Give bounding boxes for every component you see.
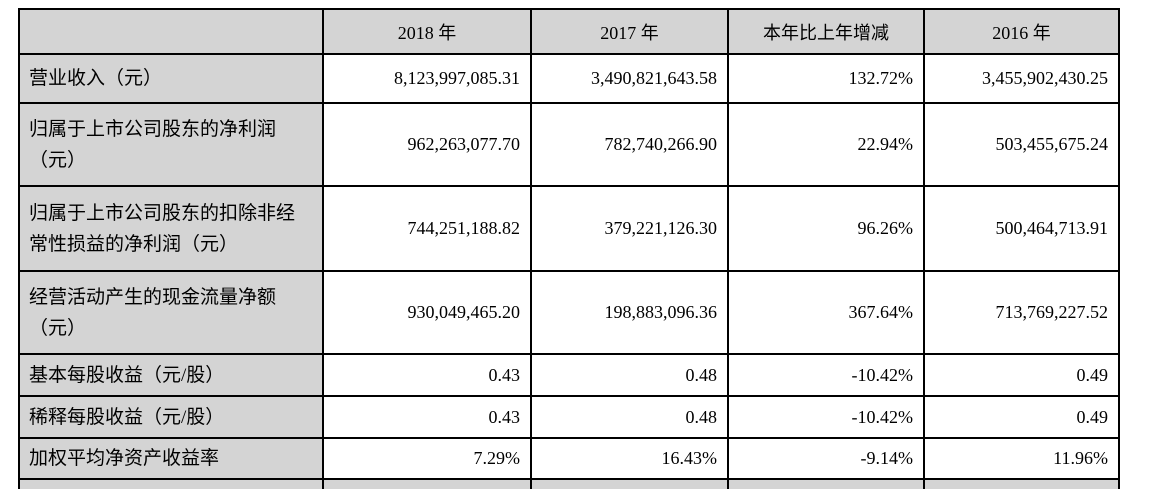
row-label: 归属于上市公司股东的扣除非经 常性损益的净利润（元） <box>18 185 324 272</box>
value-cell: 500,464,713.91 <box>923 185 1120 272</box>
partial-header-cell <box>18 478 324 489</box>
value-cell: 930,049,465.20 <box>322 270 532 355</box>
value-cell: 11.96% <box>923 437 1120 480</box>
value-cell: 379,221,126.30 <box>530 185 729 272</box>
value-cell: 3,455,902,430.25 <box>923 53 1120 104</box>
row-label: 营业收入（元） <box>18 53 324 104</box>
value-cell: 713,769,227.52 <box>923 270 1120 355</box>
row-label: 稀释每股收益（元/股） <box>18 395 324 439</box>
value-cell: 96.26% <box>727 185 925 272</box>
value-cell: 0.48 <box>530 395 729 439</box>
value-cell: 744,251,188.82 <box>322 185 532 272</box>
value-cell: 0.49 <box>923 395 1120 439</box>
column-header-2018: 2018 年 <box>322 8 532 55</box>
value-cell: 132.72% <box>727 53 925 104</box>
table-body: 营业收入（元） 8,123,997,085.31 3,490,821,643.58 1… <box>18 53 1120 489</box>
row-label: 归属于上市公司股东的净利润 （元） <box>18 102 324 187</box>
partial-next-header-row <box>18 478 1120 489</box>
column-header-yoy-change: 本年比上年增减 <box>727 8 925 55</box>
table-row: 经营活动产生的现金流量净额 （元） 930,049,465.20 198,883,0… <box>18 270 1120 355</box>
value-cell: 367.64% <box>727 270 925 355</box>
partial-header-cell <box>322 478 532 489</box>
row-label: 基本每股收益（元/股） <box>18 353 324 397</box>
header-empty-cell <box>18 8 324 55</box>
row-label: 加权平均净资产收益率 <box>18 437 324 480</box>
value-cell: 22.94% <box>727 102 925 187</box>
value-cell: 198,883,096.36 <box>530 270 729 355</box>
value-cell: 0.48 <box>530 353 729 397</box>
value-cell: 503,455,675.24 <box>923 102 1120 187</box>
row-label: 经营活动产生的现金流量净额 （元） <box>18 270 324 355</box>
value-cell: 962,263,077.70 <box>322 102 532 187</box>
value-cell: 0.43 <box>322 353 532 397</box>
value-cell: 16.43% <box>530 437 729 480</box>
value-cell: -10.42% <box>727 395 925 439</box>
value-cell: 0.49 <box>923 353 1120 397</box>
table-row: 归属于上市公司股东的净利润 （元） 962,263,077.70 782,740,2… <box>18 102 1120 187</box>
table-row: 归属于上市公司股东的扣除非经 常性损益的净利润（元） 744,251,188.82… <box>18 185 1120 272</box>
financial-summary-table: 2018 年 2017 年 本年比上年增减 2016 年 营业收入（元） 8,12… <box>18 8 1120 489</box>
value-cell: 3,490,821,643.58 <box>530 53 729 104</box>
table-row: 营业收入（元） 8,123,997,085.31 3,490,821,643.58 1… <box>18 53 1120 104</box>
value-cell: 7.29% <box>322 437 532 480</box>
table-row: 基本每股收益（元/股） 0.43 0.48 -10.42% 0.49 <box>18 353 1120 397</box>
value-cell: 0.43 <box>322 395 532 439</box>
partial-header-cell <box>727 478 925 489</box>
value-cell: -9.14% <box>727 437 925 480</box>
value-cell: -10.42% <box>727 353 925 397</box>
table-row: 加权平均净资产收益率 7.29% 16.43% -9.14% 11.96% <box>18 437 1120 480</box>
partial-header-cell <box>923 478 1120 489</box>
partial-header-cell <box>530 478 729 489</box>
value-cell: 782,740,266.90 <box>530 102 729 187</box>
column-header-2016: 2016 年 <box>923 8 1120 55</box>
column-header-2017: 2017 年 <box>530 8 729 55</box>
value-cell: 8,123,997,085.31 <box>322 53 532 104</box>
header-row: 2018 年 2017 年 本年比上年增减 2016 年 <box>18 8 1120 55</box>
table-row: 稀释每股收益（元/股） 0.43 0.48 -10.42% 0.49 <box>18 395 1120 439</box>
